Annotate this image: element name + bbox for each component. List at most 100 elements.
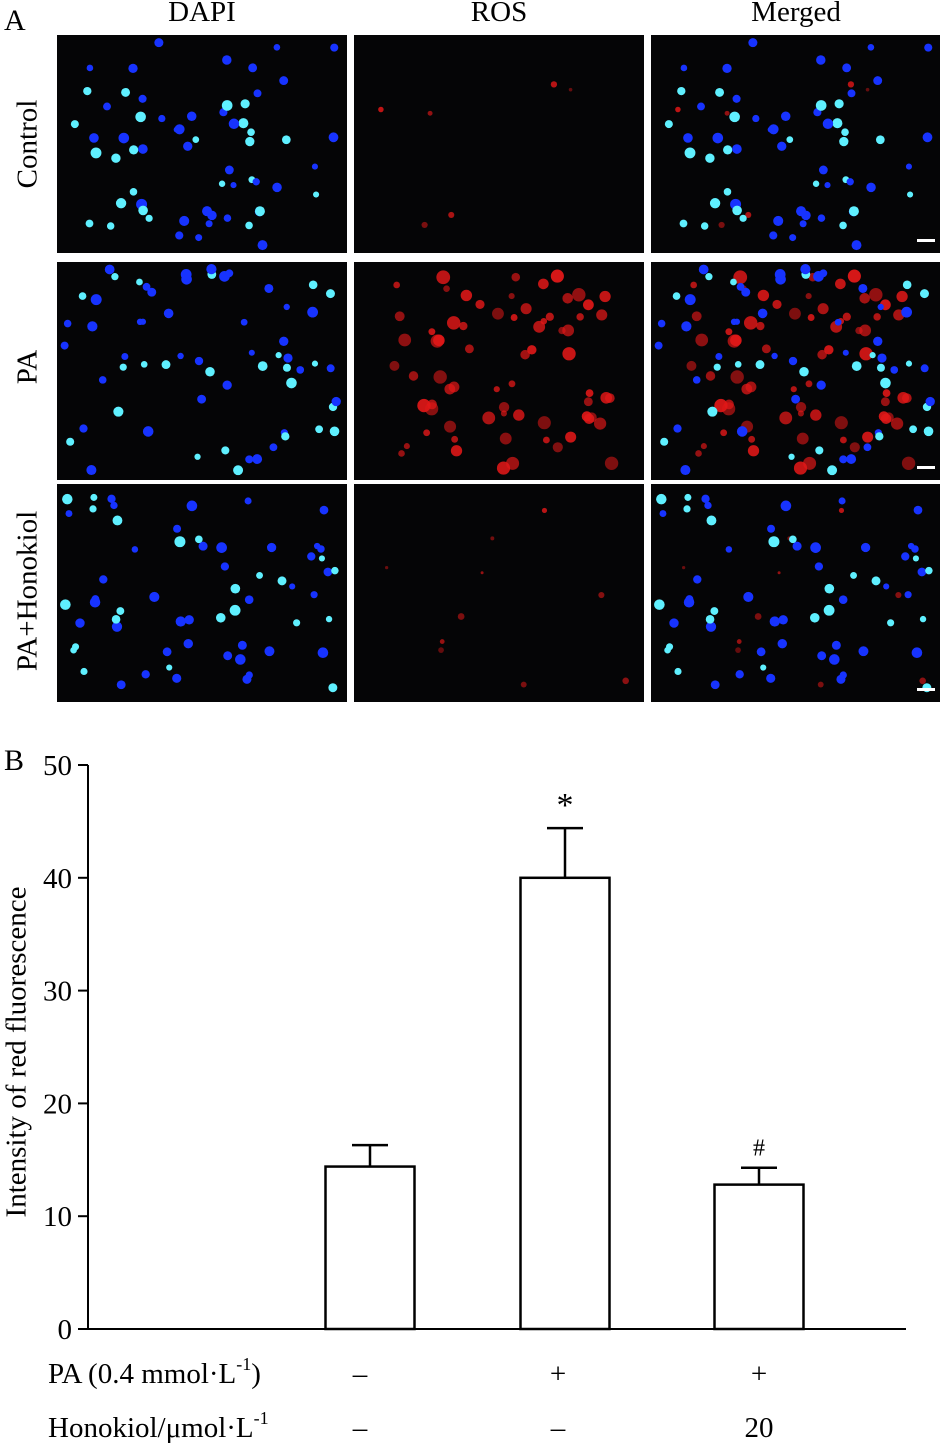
nucleus xyxy=(905,163,912,170)
ros-signal xyxy=(572,288,586,302)
ros-signal xyxy=(730,334,742,347)
nucleus xyxy=(140,361,148,368)
ros-signal xyxy=(448,211,455,218)
nucleus xyxy=(229,604,241,616)
ros-signal xyxy=(436,270,451,285)
nucleus xyxy=(129,188,138,196)
nucleus xyxy=(235,654,246,665)
condition-value: – xyxy=(352,1412,368,1444)
micrograph-pa-merged xyxy=(651,262,940,480)
condition-value: + xyxy=(550,1358,566,1390)
ros-signal xyxy=(520,681,527,688)
nucleus xyxy=(111,615,121,624)
nucleus xyxy=(311,360,319,367)
nucleus xyxy=(129,145,139,155)
nucleus xyxy=(704,501,712,510)
bar-chart: 0 10 20 30 40 50 * # PA (0.4 mmol·L-1) – + + Honokio… xyxy=(43,750,906,1444)
nucleus xyxy=(177,352,184,360)
ros-signal xyxy=(724,110,730,116)
ros-signal xyxy=(438,647,444,653)
nucleus xyxy=(89,597,101,608)
nucleus xyxy=(179,215,190,226)
nucleus xyxy=(752,114,760,123)
nucleus xyxy=(147,287,157,297)
nucleus xyxy=(183,638,193,649)
scale-bar xyxy=(917,688,935,691)
ros-signal xyxy=(803,456,817,470)
nucleus xyxy=(834,99,844,109)
nucleus xyxy=(183,141,193,151)
nucleus xyxy=(875,432,884,441)
nucleus xyxy=(247,128,255,136)
ros-signal xyxy=(508,293,515,300)
column-header-ros: ROS xyxy=(470,0,528,28)
ros-signal xyxy=(498,401,510,413)
nucleus xyxy=(780,500,792,512)
nucleus xyxy=(834,318,842,326)
nucleus xyxy=(817,214,826,222)
nucleus xyxy=(683,133,693,143)
nucleus xyxy=(822,118,834,129)
nucleus xyxy=(817,651,827,661)
ros-signal xyxy=(540,317,548,325)
nucleus xyxy=(118,132,130,144)
ros-signal xyxy=(433,334,445,347)
significance-mark-3: # xyxy=(753,1136,765,1162)
nucleus xyxy=(111,153,121,163)
nucleus xyxy=(774,269,786,280)
y-tick-label: 30 xyxy=(43,976,72,1008)
nucleus xyxy=(669,618,679,628)
nucleus xyxy=(145,214,153,222)
nucleus xyxy=(760,664,767,671)
nucleus xyxy=(741,287,751,297)
nucleus xyxy=(329,426,340,437)
ros-signal xyxy=(722,402,736,416)
ros-signal xyxy=(550,269,564,283)
nucleus xyxy=(244,497,252,505)
nucleus xyxy=(175,616,186,627)
ros-signal xyxy=(695,333,709,347)
nucleus xyxy=(202,206,213,217)
ros-signal xyxy=(428,328,436,336)
nucleus xyxy=(902,280,912,290)
nucleus xyxy=(328,132,339,143)
ros-signal xyxy=(403,443,410,450)
nucleus xyxy=(846,178,854,186)
nucleus xyxy=(757,308,768,319)
nucleus xyxy=(701,494,710,503)
nucleus xyxy=(734,361,742,368)
y-tick-label: 40 xyxy=(43,863,72,895)
nucleus xyxy=(205,367,215,377)
nucleus xyxy=(266,542,277,553)
condition-label-2: Honokiol/μmol·L-1 xyxy=(48,1408,269,1444)
nucleus xyxy=(743,591,754,602)
nucleus xyxy=(116,680,126,690)
nucleus xyxy=(72,643,80,651)
nucleus xyxy=(771,352,778,360)
nucleus xyxy=(766,673,776,683)
nucleus xyxy=(911,545,919,553)
nucleus xyxy=(827,465,838,476)
nucleus xyxy=(162,647,172,657)
nucleus xyxy=(331,566,339,575)
ros-signal xyxy=(480,571,484,575)
nucleus xyxy=(311,163,318,170)
nucleus xyxy=(222,55,232,65)
nucleus xyxy=(791,394,801,404)
micrograph-pa-dapi xyxy=(57,262,347,480)
nucleus xyxy=(836,674,846,684)
micrograph-pa-honokiol-merged xyxy=(651,484,940,702)
nucleus xyxy=(799,220,807,228)
ros-signal xyxy=(817,303,829,315)
nucleus xyxy=(194,356,204,366)
nucleus xyxy=(773,215,784,226)
nucleus xyxy=(706,515,717,526)
nucleus xyxy=(289,583,296,590)
ros-signal xyxy=(756,321,765,331)
nucleus xyxy=(871,576,881,586)
nucleus xyxy=(829,654,840,665)
ros-signal xyxy=(730,370,744,384)
micrograph-pa-ros xyxy=(354,262,644,480)
condition-label-1: PA (0.4 mmol·L-1) xyxy=(48,1354,261,1390)
ros-signal xyxy=(562,293,573,304)
